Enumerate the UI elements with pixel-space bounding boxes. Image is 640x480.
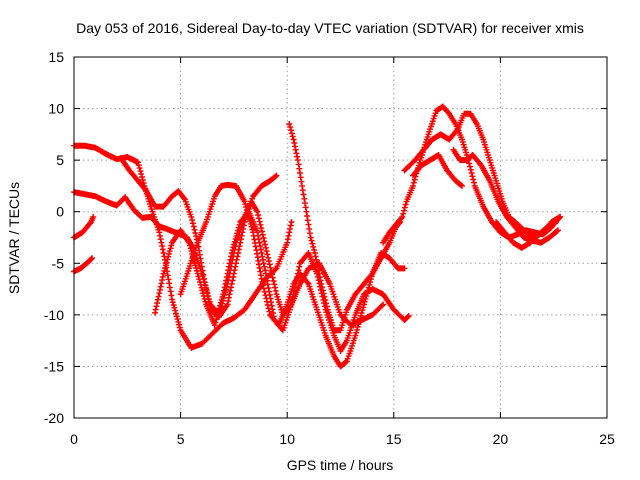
series-arc-11: [410, 152, 465, 189]
data-point-markers: [117, 155, 280, 320]
series-arc-7: [71, 213, 97, 241]
data-point-markers: [71, 255, 96, 275]
plot-frame: [73, 56, 608, 419]
y-tick-label: -15: [44, 358, 64, 374]
y-tick-label: -20: [44, 410, 64, 426]
axis-ticks: [73, 56, 608, 419]
series-arc-2: [71, 189, 387, 329]
x-tick-label: 10: [279, 431, 295, 447]
data-point-markers: [286, 121, 404, 334]
x-tick-label: 20: [493, 431, 509, 447]
data-point-markers: [493, 219, 559, 251]
x-axis-label: GPS time / hours: [287, 457, 394, 473]
data-point-markers: [401, 110, 564, 241]
data-point-markers: [410, 152, 465, 189]
x-tick-label: 0: [70, 431, 78, 447]
series-arc-13: [493, 219, 559, 251]
x-tick-labels: 0 5 10 15 20 25: [70, 431, 615, 447]
y-tick-label: -5: [52, 255, 65, 271]
y-tick-label: -10: [44, 307, 64, 323]
y-tick-label: 0: [56, 204, 64, 220]
series-arc-4: [152, 208, 412, 354]
data-point-markers: [71, 189, 387, 329]
data-point-markers: [380, 103, 564, 246]
series-arc-10: [401, 110, 564, 241]
y-tick-label: 10: [48, 101, 64, 117]
series-arc-8: [71, 255, 96, 275]
x-tick-label: 15: [386, 431, 402, 447]
series-arc-9: [380, 103, 564, 246]
y-tick-label: 5: [56, 152, 64, 168]
x-tick-label: 25: [599, 431, 615, 447]
data-points: [71, 103, 564, 370]
data-point-markers: [71, 213, 97, 241]
y-tick-labels: -20 -15 -10 -5 0 5 10 15: [44, 49, 64, 426]
y-tick-label: 15: [48, 49, 64, 65]
x-tick-label: 5: [177, 431, 185, 447]
series-arc-3: [117, 155, 280, 320]
series-arc-6: [286, 121, 404, 334]
y-axis-label: SDTVAR / TECUs: [6, 182, 22, 294]
data-point-markers: [152, 208, 412, 354]
chart-title: Day 053 of 2016, Sidereal Day-to-day VTE…: [76, 20, 584, 36]
